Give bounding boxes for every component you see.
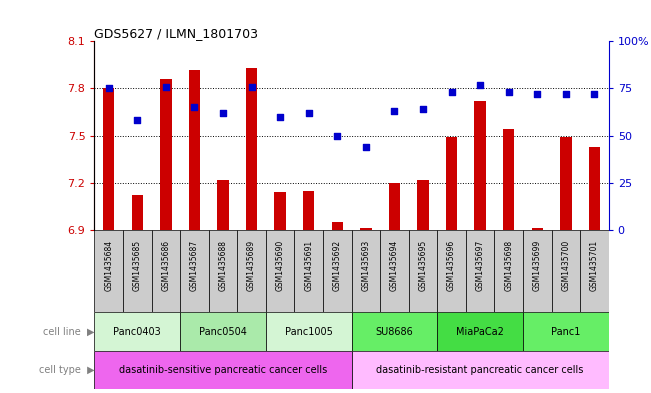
- Bar: [437, 312, 523, 351]
- Text: GSM1435695: GSM1435695: [419, 240, 428, 291]
- Bar: [180, 230, 209, 312]
- Point: [246, 83, 256, 90]
- Bar: [580, 230, 609, 312]
- Text: GSM1435697: GSM1435697: [476, 240, 484, 291]
- Bar: [246, 68, 257, 230]
- Text: cell type  ▶: cell type ▶: [39, 365, 94, 375]
- Bar: [152, 230, 180, 312]
- Bar: [352, 351, 609, 389]
- Text: GSM1435689: GSM1435689: [247, 240, 256, 291]
- Bar: [409, 230, 437, 312]
- Bar: [532, 228, 543, 230]
- Bar: [494, 230, 523, 312]
- Text: Panc1: Panc1: [551, 327, 581, 336]
- Text: cell line  ▶: cell line ▶: [43, 327, 94, 336]
- Text: dasatinib-resistant pancreatic cancer cells: dasatinib-resistant pancreatic cancer ce…: [376, 365, 584, 375]
- Text: GDS5627 / ILMN_1801703: GDS5627 / ILMN_1801703: [94, 27, 258, 40]
- Text: Panc0403: Panc0403: [113, 327, 161, 336]
- Bar: [94, 230, 123, 312]
- Text: GSM1435701: GSM1435701: [590, 240, 599, 291]
- Bar: [466, 230, 494, 312]
- Bar: [103, 88, 115, 230]
- Text: GSM1435686: GSM1435686: [161, 240, 171, 291]
- Point: [161, 83, 171, 90]
- Bar: [380, 230, 409, 312]
- Text: GSM1435692: GSM1435692: [333, 240, 342, 291]
- Point: [217, 110, 229, 116]
- Point: [332, 132, 342, 139]
- Bar: [352, 312, 437, 351]
- Bar: [352, 230, 380, 312]
- Text: GSM1435696: GSM1435696: [447, 240, 456, 291]
- Text: GSM1435693: GSM1435693: [361, 240, 370, 291]
- Bar: [360, 228, 372, 230]
- Text: Panc1005: Panc1005: [284, 327, 333, 336]
- Bar: [123, 230, 152, 312]
- Point: [275, 114, 285, 120]
- Text: GSM1435685: GSM1435685: [133, 240, 142, 291]
- Text: GSM1435691: GSM1435691: [304, 240, 313, 291]
- Text: GSM1435694: GSM1435694: [390, 240, 399, 291]
- Bar: [189, 70, 200, 230]
- Bar: [303, 191, 314, 230]
- Bar: [389, 183, 400, 230]
- Text: GSM1435698: GSM1435698: [504, 240, 513, 291]
- Bar: [523, 230, 551, 312]
- Bar: [323, 230, 352, 312]
- Text: dasatinib-sensitive pancreatic cancer cells: dasatinib-sensitive pancreatic cancer ce…: [119, 365, 327, 375]
- Bar: [331, 222, 343, 230]
- Bar: [589, 147, 600, 230]
- Bar: [275, 192, 286, 230]
- Point: [189, 104, 200, 110]
- Bar: [94, 312, 180, 351]
- Text: GSM1435688: GSM1435688: [219, 240, 227, 291]
- Point: [475, 81, 486, 88]
- Bar: [551, 230, 580, 312]
- Bar: [266, 230, 294, 312]
- Bar: [475, 101, 486, 230]
- Point: [361, 144, 371, 150]
- Point: [589, 91, 600, 97]
- Text: GSM1435690: GSM1435690: [275, 240, 284, 291]
- Text: MiaPaCa2: MiaPaCa2: [456, 327, 504, 336]
- Point: [532, 91, 542, 97]
- Bar: [160, 79, 172, 230]
- Point: [561, 91, 571, 97]
- Point: [389, 108, 400, 114]
- Bar: [209, 230, 237, 312]
- Bar: [560, 137, 572, 230]
- Text: GSM1435684: GSM1435684: [104, 240, 113, 291]
- Bar: [237, 230, 266, 312]
- Bar: [266, 312, 352, 351]
- Bar: [417, 180, 429, 230]
- Bar: [217, 180, 229, 230]
- Text: GSM1435687: GSM1435687: [190, 240, 199, 291]
- Text: Panc0504: Panc0504: [199, 327, 247, 336]
- Text: GSM1435699: GSM1435699: [533, 240, 542, 291]
- Bar: [503, 129, 514, 230]
- Text: GSM1435700: GSM1435700: [561, 240, 570, 291]
- Point: [447, 89, 457, 95]
- Bar: [523, 312, 609, 351]
- Bar: [180, 312, 266, 351]
- Point: [503, 89, 514, 95]
- Bar: [437, 230, 466, 312]
- Point: [303, 110, 314, 116]
- Point: [132, 118, 143, 124]
- Point: [418, 106, 428, 112]
- Text: SU8686: SU8686: [376, 327, 413, 336]
- Bar: [132, 195, 143, 230]
- Point: [104, 85, 114, 92]
- Bar: [294, 230, 323, 312]
- Bar: [446, 137, 457, 230]
- Bar: [94, 351, 352, 389]
